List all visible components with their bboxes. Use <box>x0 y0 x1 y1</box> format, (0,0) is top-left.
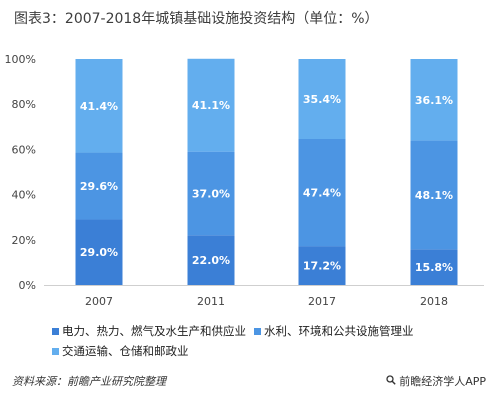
legend-swatch <box>254 327 261 335</box>
bar-segment <box>410 140 458 250</box>
legend-swatch <box>52 327 59 335</box>
data-label: 17.2% <box>303 260 341 273</box>
legend-label: 电力、热力、燃气及水生产和供应业 <box>62 324 246 338</box>
y-tick-label: 80% <box>12 98 36 111</box>
bar-segment <box>187 58 235 152</box>
y-tick-label: 40% <box>12 189 36 202</box>
legend-label: 水利、环境和公共设施管理业 <box>264 324 414 338</box>
data-label: 29.6% <box>80 180 118 193</box>
legend-item-electricity: 电力、热力、燃气及水生产和供应业 <box>52 323 246 339</box>
bar-segment <box>410 249 458 285</box>
magnifier-icon <box>386 374 396 388</box>
legend-swatch <box>52 347 59 355</box>
y-tick-label: 100% <box>5 53 36 66</box>
bar-segment <box>298 246 346 285</box>
y-tick-label: 60% <box>12 143 36 156</box>
data-label: 47.4% <box>303 187 341 200</box>
x-tick-label: 2011 <box>197 295 225 308</box>
data-label: 15.8% <box>415 261 453 274</box>
legend-label: 交通运输、仓储和邮政业 <box>62 344 189 358</box>
data-label: 35.4% <box>303 93 341 106</box>
bar-segment <box>298 139 346 247</box>
data-label: 37.0% <box>192 187 230 200</box>
y-tick-label: 20% <box>12 234 36 247</box>
brand-name: 前瞻经济学人APP <box>399 375 486 388</box>
bar-segment <box>75 59 123 153</box>
x-tick-label: 2007 <box>85 295 113 308</box>
data-label: 41.1% <box>192 99 230 112</box>
bar-segment <box>75 219 123 285</box>
bar-segment <box>187 235 235 285</box>
data-label: 48.1% <box>415 189 453 202</box>
brand-footer: 前瞻经济学人APP <box>386 373 486 389</box>
data-label: 41.4% <box>80 100 118 113</box>
legend-item-water-environment: 水利、环境和公共设施管理业 <box>254 323 414 339</box>
y-tick-label: 0% <box>19 279 36 292</box>
x-tick-label: 2018 <box>420 295 448 308</box>
source-note: 资料来源：前瞻产业研究院整理 <box>12 375 166 388</box>
x-axis: 2007 2011 2017 2018 <box>44 285 484 308</box>
bar-segment <box>410 59 458 141</box>
x-tick-label: 2017 <box>308 295 336 308</box>
legend-item-transport: 交通运输、仓储和邮政业 <box>52 343 189 359</box>
data-label: 29.0% <box>80 246 118 259</box>
data-label: 22.0% <box>192 254 230 267</box>
chart-title: 图表3：2007-2018年城镇基础设施投资结构（单位：%） <box>14 11 379 27</box>
bar-segment <box>298 59 346 140</box>
bar-segment <box>187 151 235 236</box>
y-axis: 0% 20% 40% 60% 80% 100% <box>5 53 36 292</box>
bar-segment <box>75 152 123 220</box>
bars: 29.0% 29.6% 41.4% 22.0% 37.0% 41.1% 17.2% 47.4%… <box>75 58 458 285</box>
data-label: 36.1% <box>415 94 453 107</box>
